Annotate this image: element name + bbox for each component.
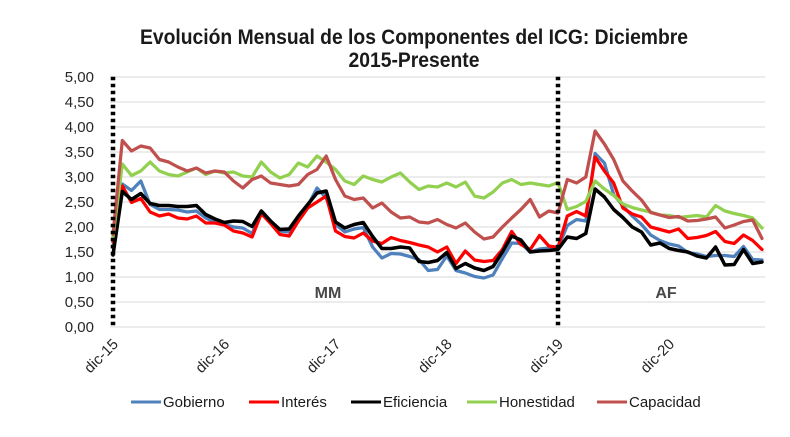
svg-text:3,00: 3,00 bbox=[65, 169, 94, 186]
svg-text:1,50: 1,50 bbox=[65, 244, 94, 261]
svg-text:1,00: 1,00 bbox=[65, 269, 94, 286]
svg-text:2,50: 2,50 bbox=[65, 194, 94, 211]
svg-text:2,00: 2,00 bbox=[65, 219, 94, 236]
svg-text:MM: MM bbox=[315, 285, 342, 302]
svg-text:Interés: Interés bbox=[281, 394, 327, 411]
svg-text:Capacidad: Capacidad bbox=[629, 394, 701, 411]
svg-text:0,00: 0,00 bbox=[65, 319, 94, 336]
svg-text:4,00: 4,00 bbox=[65, 119, 94, 136]
svg-text:Honestidad: Honestidad bbox=[499, 394, 575, 411]
svg-text:Eficiencia: Eficiencia bbox=[383, 394, 448, 411]
svg-text:2015-Presente: 2015-Presente bbox=[349, 49, 480, 72]
svg-text:Evolución Mensual de los Compo: Evolución Mensual de los Componentes del… bbox=[140, 26, 688, 49]
svg-text:0,50: 0,50 bbox=[65, 294, 94, 311]
svg-text:AF: AF bbox=[655, 285, 677, 302]
svg-text:4,50: 4,50 bbox=[65, 94, 94, 111]
svg-text:Gobierno: Gobierno bbox=[163, 394, 225, 411]
svg-text:5,00: 5,00 bbox=[65, 69, 94, 86]
svg-text:3,50: 3,50 bbox=[65, 144, 94, 161]
